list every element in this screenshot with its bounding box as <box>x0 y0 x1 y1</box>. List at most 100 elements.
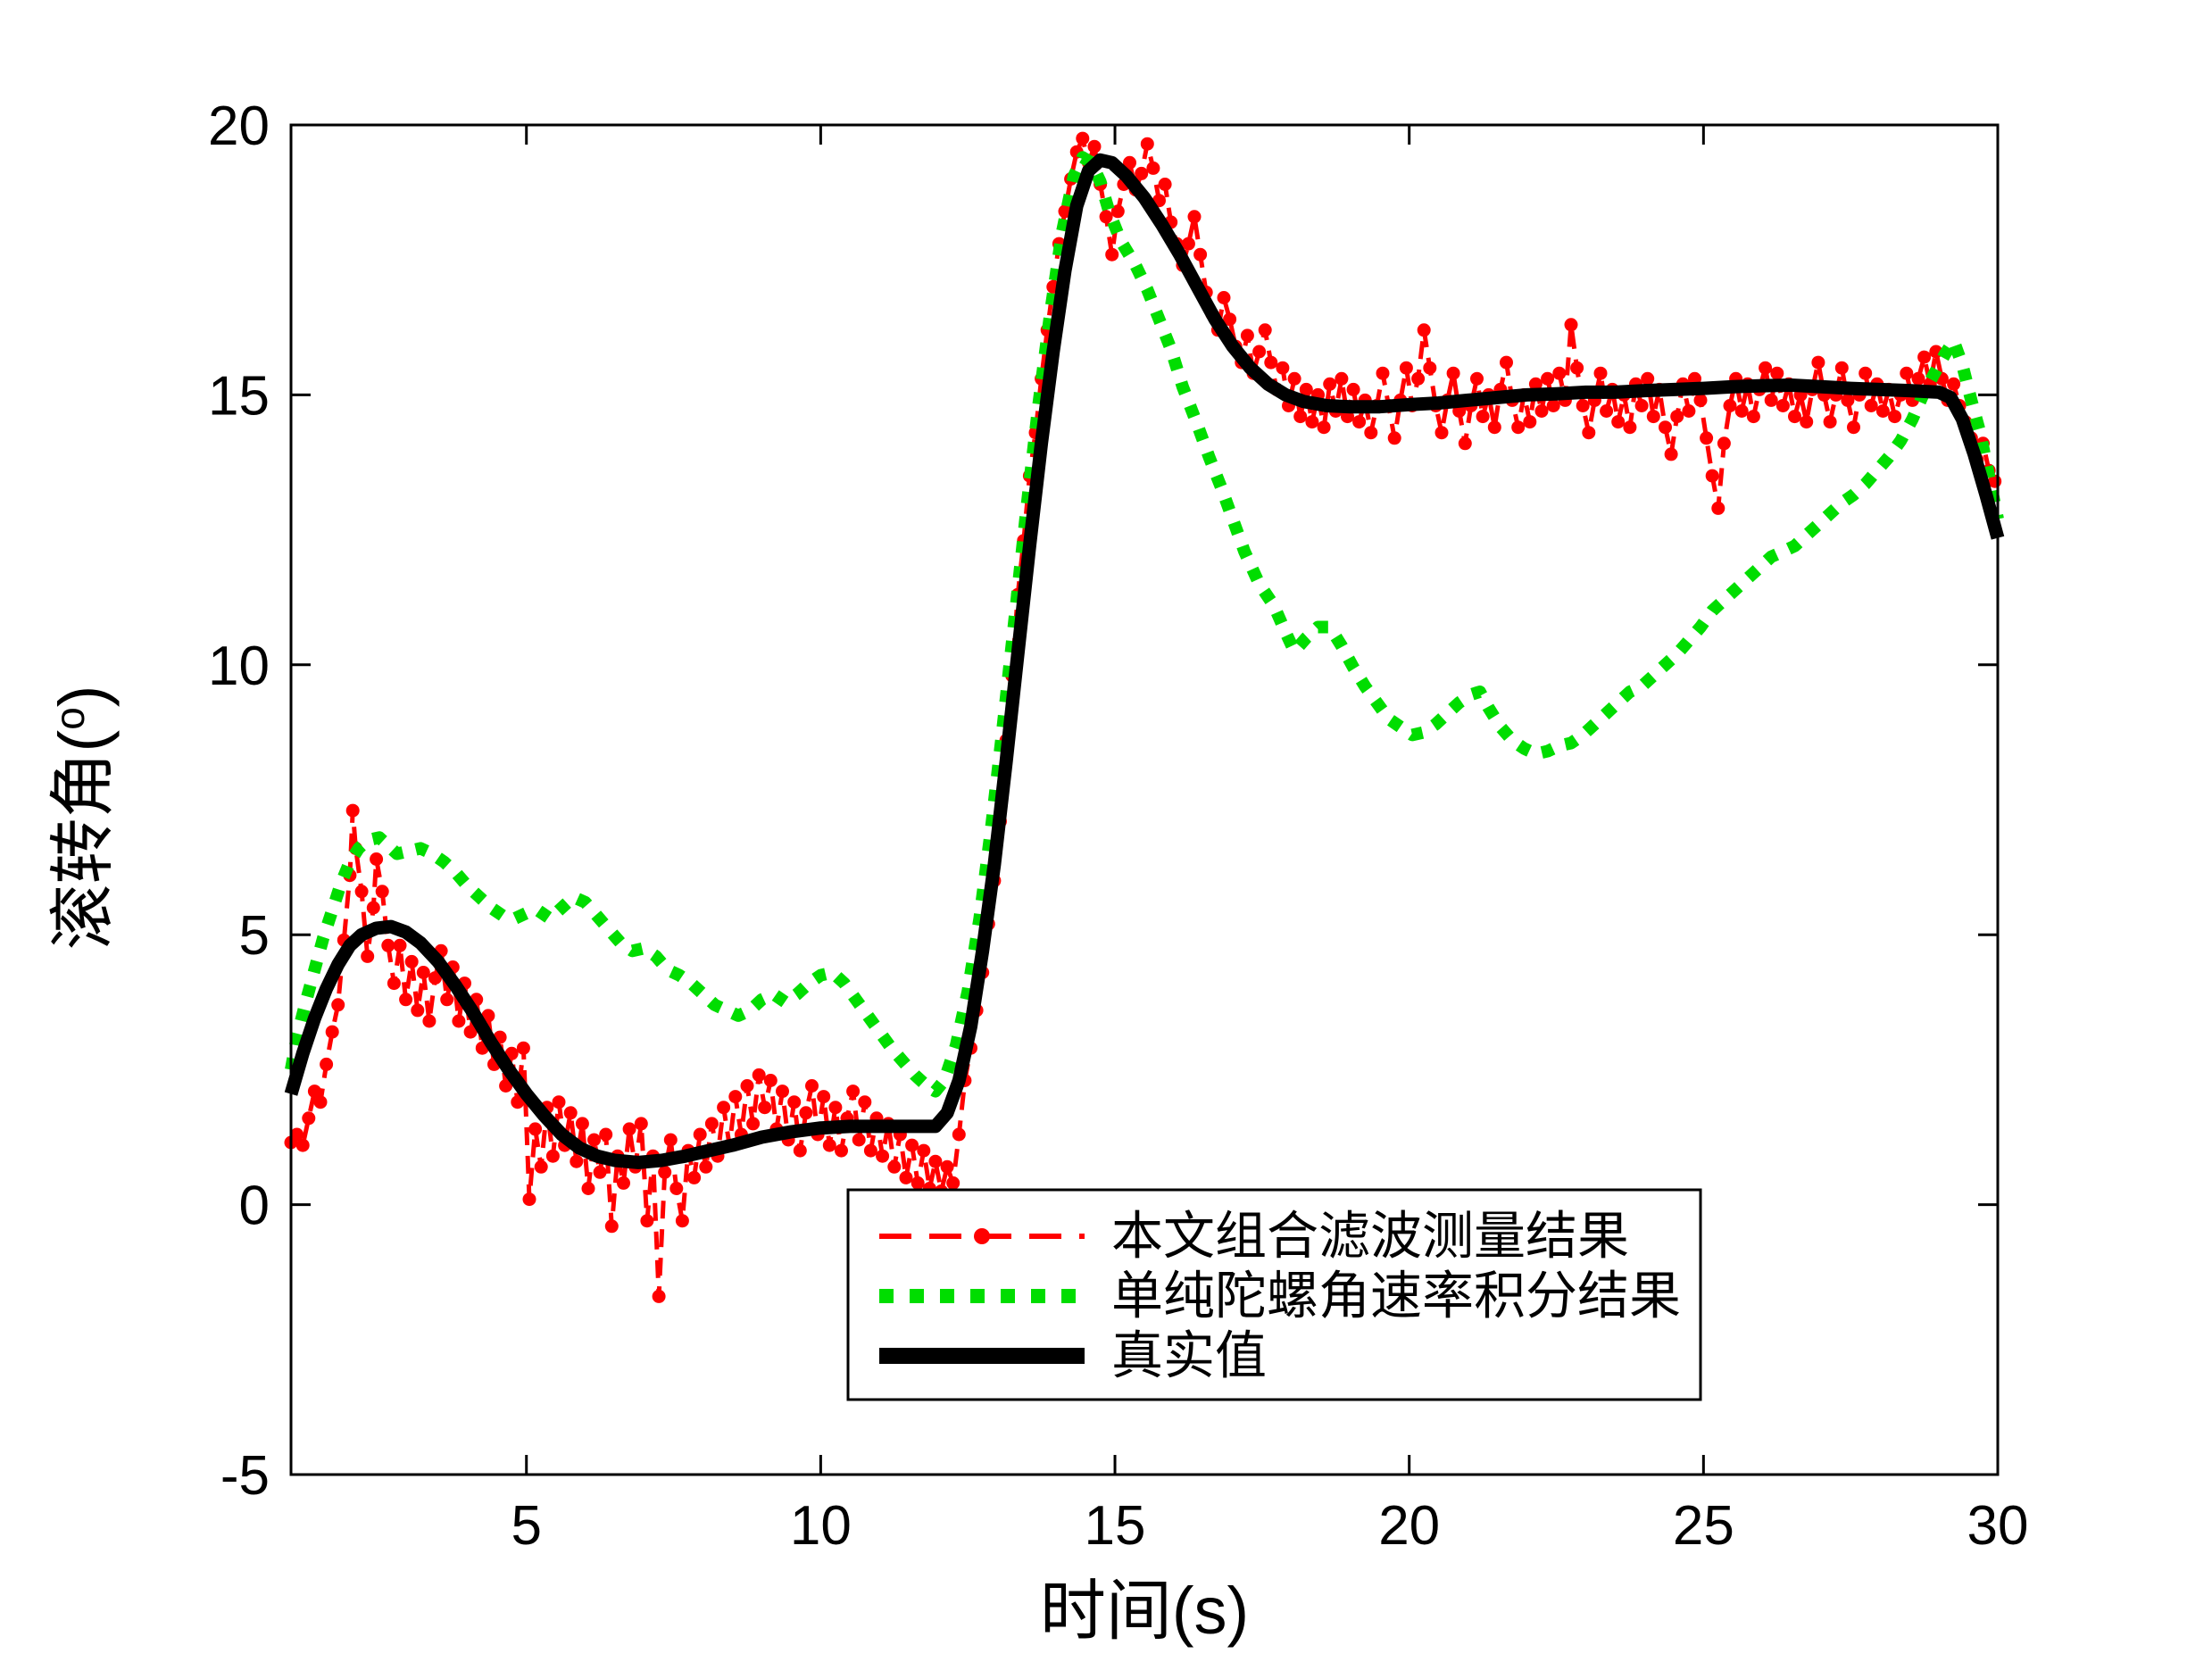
series-marker <box>1317 420 1331 435</box>
series-marker <box>1564 318 1578 332</box>
series-layer <box>284 131 2005 1303</box>
series-marker <box>1110 204 1125 219</box>
series-marker <box>534 1159 548 1174</box>
series-marker <box>1875 404 1890 418</box>
series-marker <box>570 1154 584 1168</box>
series-marker <box>1646 410 1660 424</box>
y-tick-label: 0 <box>239 1176 270 1237</box>
series-marker <box>1323 377 1337 391</box>
series-marker <box>1252 345 1267 359</box>
series-marker <box>876 1149 890 1163</box>
series-marker <box>740 1079 754 1093</box>
series-marker <box>1376 366 1390 380</box>
series-marker <box>1600 404 1614 418</box>
series-marker <box>370 852 384 866</box>
series-marker <box>1411 371 1426 386</box>
series-marker <box>1534 404 1549 418</box>
series-marker <box>1759 361 1773 375</box>
series-marker <box>325 1025 339 1039</box>
series-marker <box>1511 420 1526 435</box>
series-marker <box>387 976 401 991</box>
series-marker <box>787 1095 802 1109</box>
series-marker <box>1423 361 1437 375</box>
series-marker <box>1299 382 1313 396</box>
series-marker <box>1258 323 1272 337</box>
series-marker <box>776 1084 789 1099</box>
series-marker <box>593 1165 607 1179</box>
series-marker <box>793 1143 807 1158</box>
x-tick-label: 10 <box>790 1495 852 1557</box>
series-marker <box>1552 366 1567 380</box>
series-marker <box>1528 377 1543 391</box>
x-tick-label: 15 <box>1085 1495 1146 1557</box>
series-marker <box>440 993 454 1007</box>
series-marker <box>1711 501 1726 515</box>
series-marker <box>1641 371 1655 386</box>
series-marker <box>675 1214 689 1228</box>
series-marker <box>463 1025 478 1039</box>
series-marker <box>1123 155 1136 170</box>
series-marker <box>1193 247 1208 262</box>
series-marker <box>1917 350 1932 364</box>
series-marker <box>717 1101 731 1115</box>
x-tick-label: 25 <box>1673 1495 1734 1557</box>
series-marker <box>1847 420 1860 435</box>
series-marker <box>1682 404 1696 418</box>
series-marker <box>604 1219 619 1234</box>
series-marker <box>313 1095 328 1109</box>
series-marker <box>1693 393 1708 407</box>
series-marker <box>1823 415 1837 429</box>
legend: 本文组合滤波测量结果 单纯陀螺角速率积分结果 真实值 <box>846 1188 1702 1401</box>
series-1 <box>285 151 2004 1098</box>
legend-box <box>846 1188 1702 1401</box>
series-marker <box>428 971 442 985</box>
series-marker <box>617 1176 630 1190</box>
legend-item-filter-result: 本文组合滤波测量结果 <box>879 1208 1629 1266</box>
series-marker <box>1664 447 1678 461</box>
series-marker <box>545 1149 560 1163</box>
legend-sample-red-dot-marker <box>974 1228 990 1244</box>
series-marker <box>1523 415 1537 429</box>
series-marker <box>295 1138 310 1152</box>
series-marker <box>652 1289 666 1303</box>
series-marker <box>452 1014 466 1028</box>
series-marker <box>381 938 395 952</box>
series-marker <box>863 1143 877 1158</box>
series-marker <box>835 1143 848 1158</box>
series-0 <box>284 131 2002 1303</box>
series-marker <box>563 1106 578 1120</box>
series-marker <box>1723 399 1737 412</box>
series-marker <box>1217 291 1231 304</box>
series-marker <box>499 1079 513 1093</box>
series-marker <box>1788 410 1801 424</box>
series-marker <box>516 1041 530 1055</box>
series-marker <box>1487 420 1501 435</box>
series-marker <box>575 1117 589 1131</box>
series-marker <box>307 1084 321 1099</box>
series-marker <box>1087 139 1102 154</box>
series-marker <box>1911 371 1925 386</box>
series-marker <box>1670 410 1684 424</box>
series-marker <box>805 1079 819 1093</box>
series-marker <box>758 1101 772 1115</box>
series-marker <box>1476 410 1490 424</box>
y-axis-label-suffix: ) <box>46 686 120 708</box>
series-marker <box>1659 420 1672 435</box>
legend-label-filter-result: 本文组合滤波测量结果 <box>1111 1208 1629 1266</box>
series-marker <box>1864 399 1878 412</box>
series-marker <box>1058 204 1072 219</box>
series-marker <box>1770 366 1784 380</box>
series-marker <box>1446 366 1460 380</box>
series-marker <box>416 966 430 979</box>
series-marker <box>1705 469 1719 483</box>
series-marker <box>366 901 380 915</box>
series-marker <box>952 1127 966 1142</box>
series-marker <box>858 1095 872 1109</box>
series-marker <box>1346 382 1360 396</box>
series-marker <box>746 1117 761 1131</box>
series-marker <box>1470 371 1484 386</box>
series-marker <box>587 1133 601 1147</box>
series-marker <box>393 938 407 952</box>
